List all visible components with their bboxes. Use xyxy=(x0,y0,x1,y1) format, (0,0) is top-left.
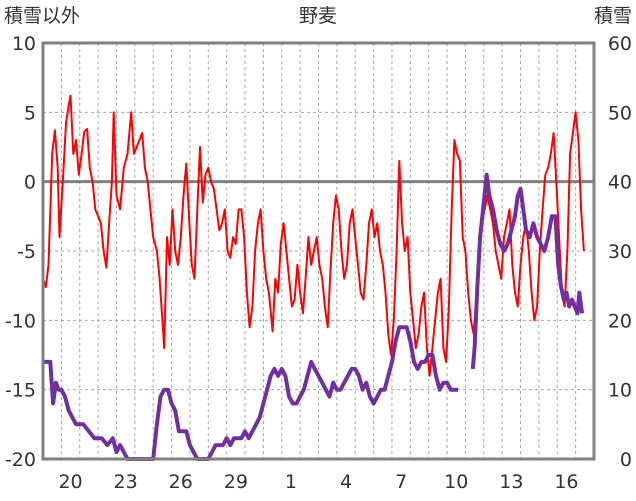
y-left-tick-label: -10 xyxy=(5,310,36,332)
y-right-tick-labels: 60 50 40 30 20 10 0 xyxy=(608,33,632,471)
x-tick-label: 29 xyxy=(224,471,248,493)
y-right-tick-label: 60 xyxy=(608,33,632,55)
x-tick-label: 16 xyxy=(554,471,578,493)
temperature-line-0 xyxy=(42,94,585,377)
y-right-tick-label: 40 xyxy=(608,172,632,194)
left-axis-label: 積雪以外 xyxy=(4,5,80,27)
y-left-tick-label: 0 xyxy=(24,172,36,194)
y-left-tick-label: 5 xyxy=(24,102,36,124)
x-tick-label: 13 xyxy=(499,471,523,493)
chart-title: 野麦 xyxy=(299,5,337,27)
x-tick-label: 10 xyxy=(444,471,468,493)
x-tick-label: 20 xyxy=(58,471,82,493)
y-left-tick-label: 10 xyxy=(12,33,36,55)
plot-border xyxy=(41,41,596,461)
x-tick-label: 1 xyxy=(285,471,297,493)
y-right-tick-label: 30 xyxy=(608,241,632,263)
y-right-tick-label: 20 xyxy=(608,310,632,332)
y-left-tick-label: -5 xyxy=(17,241,36,263)
right-axis-label: 積雪 xyxy=(594,5,632,27)
y-right-tick-label: 0 xyxy=(620,449,632,471)
snow-depth-line-2 xyxy=(470,172,585,370)
x-tick-label: 26 xyxy=(169,471,193,493)
y-left-tick-label: -15 xyxy=(5,380,36,402)
x-tick-label: 4 xyxy=(340,471,352,493)
y-right-tick-label: 10 xyxy=(608,380,632,402)
y-right-tick-label: 50 xyxy=(608,102,632,124)
x-tick-labels: 20 23 26 29 1 4 7 10 13 16 xyxy=(58,471,578,493)
x-tick-label: 23 xyxy=(114,471,138,493)
series-group xyxy=(42,94,585,461)
x-tick-label: 7 xyxy=(395,471,407,493)
y-left-tick-label: -20 xyxy=(5,449,36,471)
snow-depth-line-1 xyxy=(43,325,459,461)
y-left-tick-labels: 10 5 0 -5 -10 -15 -20 xyxy=(5,33,36,471)
